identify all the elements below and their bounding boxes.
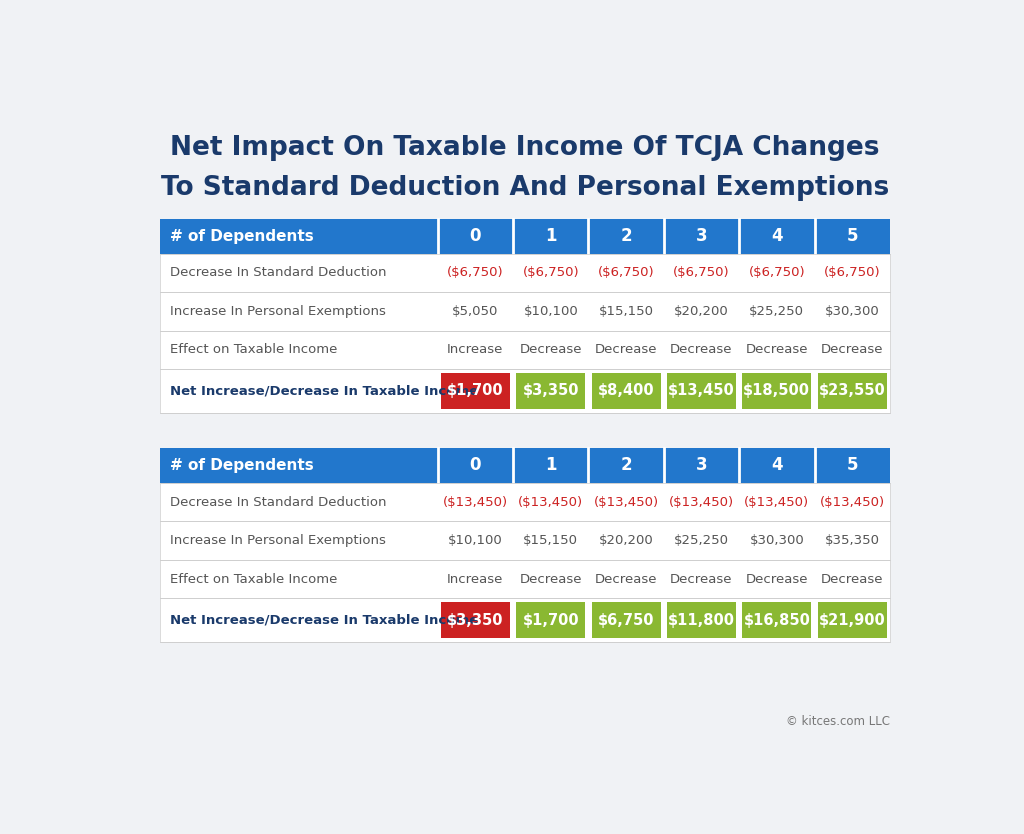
Text: ($13,450): ($13,450) (594, 495, 658, 509)
Text: $15,150: $15,150 (599, 305, 653, 318)
Bar (160, 448, 890, 642)
Bar (592, 373, 660, 409)
Text: ($6,750): ($6,750) (598, 266, 654, 279)
Text: 4: 4 (771, 456, 782, 475)
Text: $8,400: $8,400 (598, 384, 654, 399)
Text: $15,150: $15,150 (523, 534, 579, 547)
Text: $1,700: $1,700 (447, 384, 504, 399)
Text: Decrease: Decrease (519, 344, 582, 356)
Text: Net Impact On Taxable Income Of TCJA Changes: Net Impact On Taxable Income Of TCJA Cha… (170, 135, 880, 162)
Bar (667, 602, 736, 638)
Text: ($13,450): ($13,450) (442, 495, 508, 509)
Text: 2: 2 (621, 227, 632, 245)
Text: 2: 2 (621, 456, 632, 475)
Text: $30,300: $30,300 (824, 305, 880, 318)
Bar (441, 373, 510, 409)
Text: 1: 1 (545, 227, 556, 245)
Text: Decrease: Decrease (671, 344, 733, 356)
Text: 5: 5 (847, 227, 858, 245)
Text: 0: 0 (470, 227, 481, 245)
Text: ($13,450): ($13,450) (744, 495, 809, 509)
Text: To Standard Deduction And Personal Exemptions: To Standard Deduction And Personal Exemp… (161, 175, 889, 201)
Bar (160, 599, 890, 642)
Bar (742, 602, 811, 638)
Text: 1: 1 (545, 456, 556, 475)
Text: Decrease In Standard Deduction: Decrease In Standard Deduction (170, 266, 387, 279)
Text: $35,350: $35,350 (824, 534, 880, 547)
Text: © kitces.com LLC: © kitces.com LLC (785, 715, 890, 728)
Text: Decrease: Decrease (821, 344, 884, 356)
Text: Net Increase/Decrease In Taxable Income: Net Increase/Decrease In Taxable Income (170, 614, 478, 626)
Text: $16,850: $16,850 (743, 613, 810, 628)
Bar (160, 560, 890, 599)
Bar (160, 292, 890, 330)
Text: $6,750: $6,750 (598, 613, 654, 628)
Text: $11,800: $11,800 (668, 613, 735, 628)
Bar (160, 330, 890, 369)
Text: $20,200: $20,200 (599, 534, 653, 547)
Text: Decrease: Decrease (821, 573, 884, 585)
Text: ($13,450): ($13,450) (518, 495, 584, 509)
Text: 3: 3 (695, 227, 708, 245)
Text: Net Increase/Decrease In Taxable Income: Net Increase/Decrease In Taxable Income (170, 384, 478, 398)
Bar (516, 373, 586, 409)
Text: $10,100: $10,100 (449, 534, 503, 547)
Text: # of Dependents: # of Dependents (170, 458, 313, 473)
Text: ($13,450): ($13,450) (819, 495, 885, 509)
Bar (160, 219, 890, 254)
Text: ($6,750): ($6,750) (749, 266, 805, 279)
Text: Decrease: Decrease (519, 573, 582, 585)
Bar (160, 483, 890, 521)
Text: 5: 5 (847, 456, 858, 475)
Bar (441, 602, 510, 638)
Text: Decrease In Standard Deduction: Decrease In Standard Deduction (170, 495, 387, 509)
Text: 0: 0 (470, 456, 481, 475)
Text: $3,350: $3,350 (447, 613, 504, 628)
Text: Decrease: Decrease (671, 573, 733, 585)
Bar (516, 602, 586, 638)
Text: $21,900: $21,900 (819, 613, 886, 628)
Text: Increase In Personal Exemptions: Increase In Personal Exemptions (170, 305, 386, 318)
Bar (160, 219, 890, 413)
Text: Decrease: Decrease (745, 573, 808, 585)
Bar (818, 602, 887, 638)
Text: Decrease: Decrease (595, 573, 657, 585)
Text: 3: 3 (695, 456, 708, 475)
Text: Decrease: Decrease (745, 344, 808, 356)
Text: Effect on Taxable Income: Effect on Taxable Income (170, 573, 338, 585)
Text: Increase In Personal Exemptions: Increase In Personal Exemptions (170, 534, 386, 547)
Text: $3,350: $3,350 (522, 384, 579, 399)
Bar (818, 373, 887, 409)
Text: ($6,750): ($6,750) (522, 266, 580, 279)
Text: ($6,750): ($6,750) (824, 266, 881, 279)
Text: Effect on Taxable Income: Effect on Taxable Income (170, 344, 338, 356)
Bar (160, 521, 890, 560)
Text: Increase: Increase (447, 573, 504, 585)
Text: $10,100: $10,100 (523, 305, 579, 318)
Text: $23,550: $23,550 (819, 384, 886, 399)
Text: Increase: Increase (447, 344, 504, 356)
Text: # of Dependents: # of Dependents (170, 229, 313, 244)
Text: ($13,450): ($13,450) (669, 495, 734, 509)
Text: $25,250: $25,250 (750, 305, 804, 318)
Bar (160, 448, 890, 483)
Text: Decrease: Decrease (595, 344, 657, 356)
Text: $1,700: $1,700 (522, 613, 580, 628)
Text: $30,300: $30,300 (750, 534, 804, 547)
Text: 4: 4 (771, 227, 782, 245)
Bar (160, 254, 890, 292)
Bar (160, 369, 890, 413)
Text: ($6,750): ($6,750) (673, 266, 730, 279)
Text: $13,450: $13,450 (668, 384, 735, 399)
Bar (742, 373, 811, 409)
Bar (667, 373, 736, 409)
Text: $5,050: $5,050 (453, 305, 499, 318)
Text: $25,250: $25,250 (674, 534, 729, 547)
Text: ($6,750): ($6,750) (447, 266, 504, 279)
Text: $18,500: $18,500 (743, 384, 810, 399)
Bar (592, 602, 660, 638)
Text: $20,200: $20,200 (674, 305, 729, 318)
